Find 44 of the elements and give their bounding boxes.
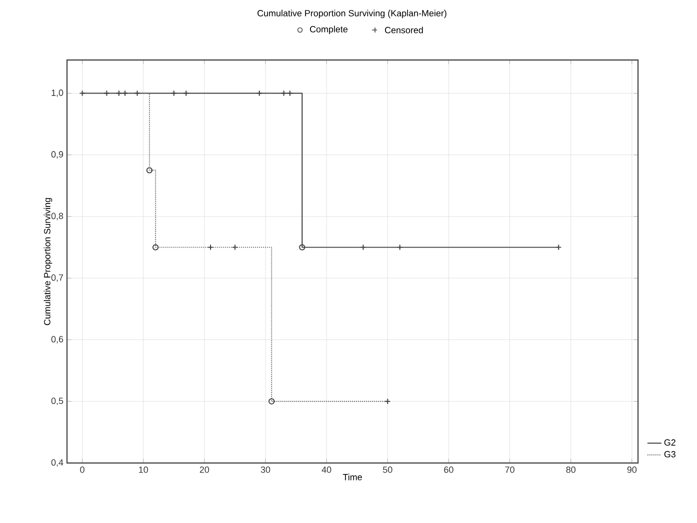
- legend-label: G3: [664, 451, 676, 458]
- y-tick-label: 0,5: [51, 398, 64, 406]
- point: [360, 244, 366, 250]
- x-tick-label: 0: [80, 466, 84, 473]
- point: [116, 90, 122, 96]
- x-tick-label: 90: [627, 466, 637, 473]
- point: [79, 90, 86, 96]
- x-tick-label: 10: [139, 466, 148, 473]
- y-axis-title: Cumulative Proportion Surviving: [44, 198, 52, 326]
- y-tick-label: 0,7: [51, 274, 64, 282]
- point: [268, 398, 275, 404]
- x-tick-label: 80: [566, 466, 576, 473]
- point: [170, 90, 177, 96]
- point: [256, 90, 262, 96]
- y-tick-label: 0,6: [51, 336, 64, 344]
- x-tick-label: 60: [444, 466, 454, 473]
- legend-label: Complete: [310, 26, 348, 34]
- x-tick-label: 50: [383, 466, 392, 473]
- x-tick-label: 30: [260, 466, 270, 473]
- y-tick-label: 0,8: [51, 212, 64, 220]
- x-tick-label: 40: [322, 466, 332, 473]
- chart-title: Cumulative Proportion Surviving (Kaplan-Meier): [258, 10, 446, 18]
- point: [286, 90, 294, 96]
- point: [146, 167, 153, 174]
- point: [299, 244, 306, 250]
- point: [207, 244, 214, 250]
- x-axis-title: Time: [342, 474, 362, 480]
- point: [183, 90, 190, 96]
- y-tick-label: 1,0: [52, 90, 64, 97]
- point: [396, 244, 403, 250]
- point: [122, 90, 128, 96]
- legend-label: Censored: [384, 26, 423, 34]
- point: [232, 244, 238, 250]
- point: [384, 398, 391, 404]
- x-tick-label: 20: [200, 466, 210, 473]
- point: [280, 90, 287, 96]
- y-tick-label: 0,9: [51, 151, 64, 159]
- point: [556, 244, 562, 250]
- point: [134, 90, 140, 96]
- x-tick-label: 70: [505, 466, 514, 473]
- y-tick-label: 0,4: [51, 459, 64, 467]
- legend-label: G2: [664, 439, 676, 446]
- point: [152, 244, 159, 250]
- point: [104, 90, 110, 96]
